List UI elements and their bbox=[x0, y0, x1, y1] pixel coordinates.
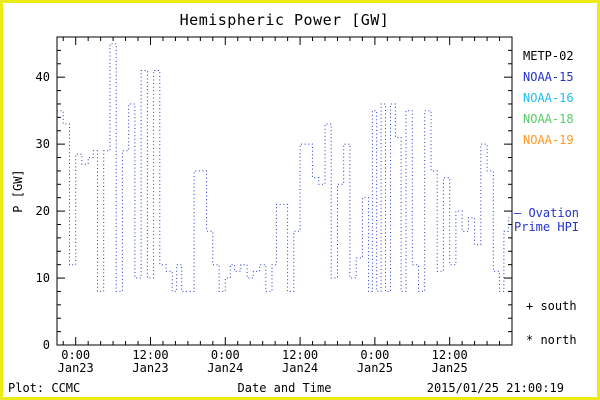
svg-text:Jan23: Jan23 bbox=[58, 361, 94, 375]
legend-item-noaa16: NOAA-16 bbox=[523, 91, 574, 105]
svg-text:Jan25: Jan25 bbox=[432, 361, 468, 375]
y-axis-label: P [GW] bbox=[11, 169, 25, 213]
south-marker-legend: + south bbox=[526, 299, 577, 313]
x-axis-label: Date and Time bbox=[237, 381, 332, 395]
svg-text:30: 30 bbox=[36, 137, 50, 151]
ovation-prime-label: — Ovation Prime HPI bbox=[514, 206, 579, 234]
svg-text:Jan24: Jan24 bbox=[207, 361, 243, 375]
timestamp: 2015/01/25 21:00:19 bbox=[426, 381, 564, 395]
svg-text:0:00: 0:00 bbox=[61, 348, 90, 362]
ovation-line2: Prime HPI bbox=[514, 220, 580, 234]
svg-text:40: 40 bbox=[36, 70, 50, 84]
svg-text:Jan24: Jan24 bbox=[282, 361, 318, 375]
satellite-legend: METP-02 NOAA-15 NOAA-16 NOAA-18 NOAA-19 bbox=[523, 46, 574, 151]
ovation-line1: — Ovation bbox=[514, 206, 580, 220]
svg-text:0: 0 bbox=[43, 338, 50, 352]
svg-text:20: 20 bbox=[36, 204, 50, 218]
legend-item-noaa18: NOAA-18 bbox=[523, 112, 574, 126]
svg-text:12:00: 12:00 bbox=[432, 348, 468, 362]
north-marker-legend: * north bbox=[526, 333, 577, 347]
svg-text:10: 10 bbox=[36, 271, 50, 285]
legend-item-metp02: METP-02 bbox=[523, 49, 574, 63]
svg-text:0:00: 0:00 bbox=[360, 348, 389, 362]
svg-text:12:00: 12:00 bbox=[132, 348, 168, 362]
svg-text:Jan25: Jan25 bbox=[357, 361, 393, 375]
legend-item-noaa15: NOAA-15 bbox=[523, 70, 574, 84]
svg-text:12:00: 12:00 bbox=[282, 348, 318, 362]
svg-text:Jan23: Jan23 bbox=[132, 361, 168, 375]
plot-credit: Plot: CCMC bbox=[8, 381, 81, 395]
legend-item-noaa19: NOAA-19 bbox=[523, 133, 574, 147]
svg-text:0:00: 0:00 bbox=[211, 348, 240, 362]
chart-title: Hemispheric Power [GW] bbox=[179, 11, 390, 29]
